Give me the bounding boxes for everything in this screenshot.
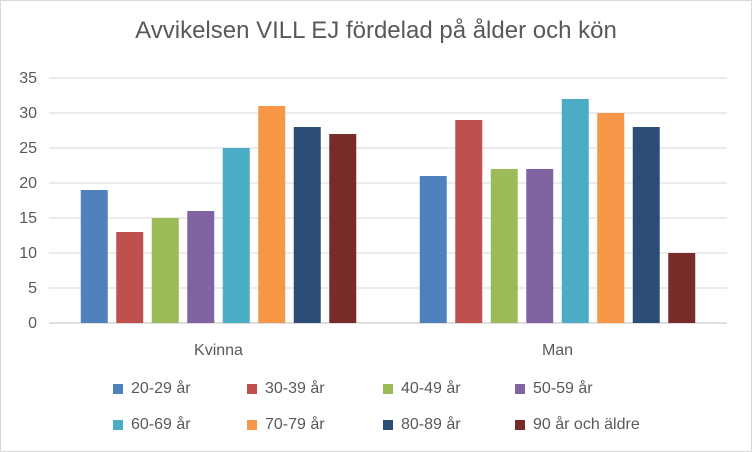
y-tick-label: 30 <box>19 105 37 122</box>
legend-swatch <box>515 420 525 430</box>
bar <box>668 253 696 323</box>
legend-label: 70-79 år <box>265 416 325 433</box>
y-tick-label: 20 <box>19 175 37 192</box>
bar <box>526 169 554 323</box>
bar <box>455 120 483 323</box>
legend-label: 30-39 år <box>265 380 325 397</box>
bar <box>80 190 108 323</box>
legend-swatch <box>113 420 123 430</box>
legend-swatch <box>247 384 257 394</box>
bar <box>116 232 144 323</box>
chart-legend: 20-29 år 30-39 år 40-49 år 50-59 år 60-69 år… <box>113 379 673 435</box>
legend-item: 30-39 år <box>247 379 383 399</box>
x-category-label: Man <box>542 342 573 359</box>
bar <box>597 113 625 323</box>
legend-item: 80-89 år <box>383 415 515 435</box>
legend-label: 60-69 år <box>131 416 191 433</box>
legend-label: 90 år och äldre <box>533 416 640 433</box>
legend-swatch <box>383 420 393 430</box>
x-category-label: Kvinna <box>194 342 243 359</box>
bar <box>632 127 660 323</box>
y-tick-label: 0 <box>28 315 37 332</box>
legend-label: 80-89 år <box>401 416 461 433</box>
legend-item: 90 år och äldre <box>515 415 665 435</box>
y-tick-label: 15 <box>19 210 37 227</box>
bar <box>293 127 321 323</box>
bar <box>258 106 286 323</box>
legend-swatch <box>383 384 393 394</box>
legend-item: 70-79 år <box>247 415 383 435</box>
bar <box>419 176 447 323</box>
legend-swatch <box>247 420 257 430</box>
legend-label: 20-29 år <box>131 380 191 397</box>
bar <box>151 218 179 323</box>
bar <box>490 169 518 323</box>
legend-label: 50-59 år <box>533 380 593 397</box>
bar <box>222 148 250 323</box>
y-tick-label: 10 <box>19 245 37 262</box>
legend-item: 40-49 år <box>383 379 515 399</box>
chart-title: Avvikelsen VILL EJ fördelad på ålder och… <box>135 17 617 44</box>
legend-item: 50-59 år <box>515 379 665 399</box>
bar <box>561 99 589 323</box>
y-tick-label: 25 <box>19 140 37 157</box>
y-tick-label: 5 <box>28 280 37 297</box>
legend-swatch <box>113 384 123 394</box>
legend-item: 20-29 år <box>113 379 247 399</box>
bar <box>329 134 357 323</box>
chart-plot: 0 5 10 15 20 25 30 35 Kvinna Man <box>19 70 727 359</box>
y-tick-label: 35 <box>19 70 37 87</box>
legend-item: 60-69 år <box>113 415 247 435</box>
bar <box>187 211 215 323</box>
legend-label: 40-49 år <box>401 380 461 397</box>
legend-swatch <box>515 384 525 394</box>
